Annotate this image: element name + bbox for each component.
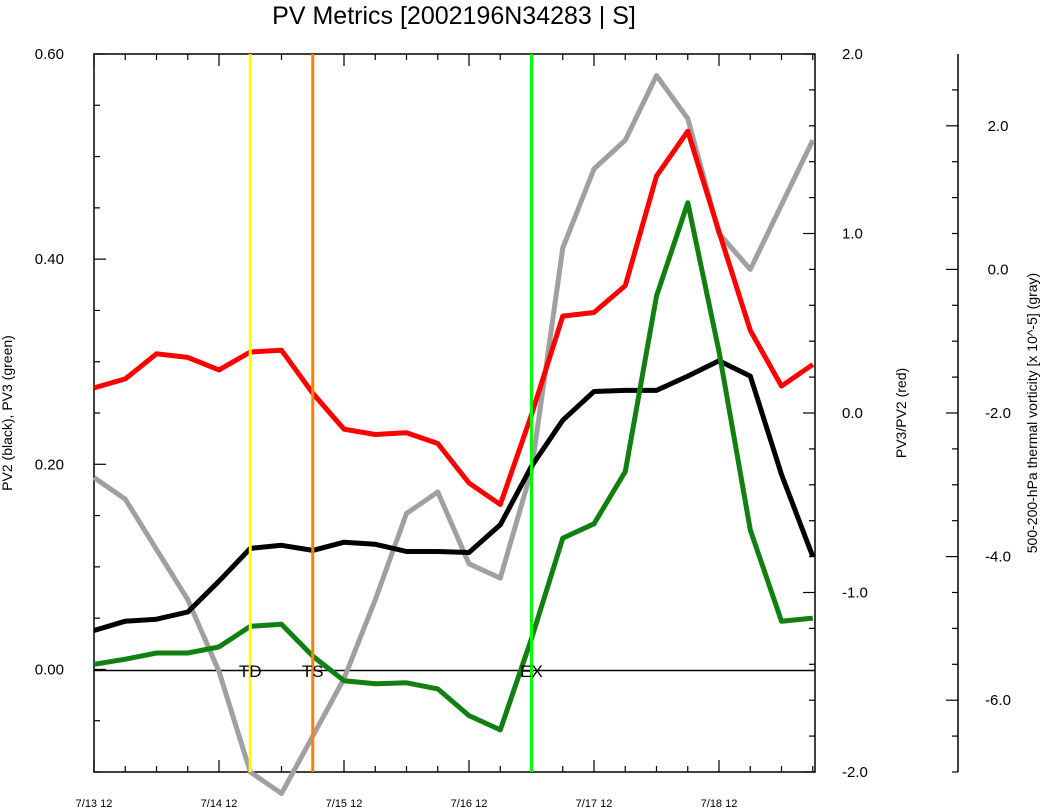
far-right-tick-label: -2.0 (985, 405, 1011, 422)
far-right-axis-ticks: -6.0 -4.0 -2.0 0.0 2.0 (946, 89, 1011, 773)
x-tick-label: 7/14 12 (201, 798, 238, 810)
x-tick-label: 7/15 12 (326, 798, 363, 810)
left-tick-label: 0.00 (35, 661, 64, 678)
right-axis-title: PV3/PV2 (red) (893, 368, 909, 458)
event-lines-layer: TD TS EX (239, 54, 543, 772)
x-tick-label: 7/13 12 (76, 798, 113, 810)
pv3-pv2-ratio-series-line (93, 128, 815, 507)
plot-frame (93, 53, 816, 773)
x-tick-label: 7/18 12 (701, 798, 738, 810)
far-right-tick-label: -6.0 (985, 692, 1011, 709)
far-right-tick-label: -4.0 (985, 549, 1011, 566)
left-tick-label: 0.40 (35, 251, 64, 268)
left-tick-label: 0.60 (35, 46, 64, 63)
thermal-vorticity-series-line (92, 73, 816, 796)
left-tick-label: 0.20 (35, 456, 64, 473)
x-axis-ticks: 7/13 12 7/14 12 7/15 12 7/16 12 7/17 12 7/18 … (76, 54, 814, 810)
far-right-tick-label: 0.0 (988, 261, 1009, 278)
right-tick-label: -2.0 (842, 764, 868, 781)
right-tick-label: 1.0 (842, 226, 863, 243)
series-layer (92, 73, 816, 796)
chart-title: PV Metrics [2002196N34283 | S] (272, 2, 636, 30)
x-tick-label: 7/17 12 (576, 798, 613, 810)
event-label-td: TD (239, 662, 262, 681)
right-tick-label: -1.0 (842, 585, 868, 602)
pv2-series-line (93, 358, 816, 633)
event-label-ts: TS (302, 662, 324, 681)
right-tick-label: 2.0 (842, 46, 863, 63)
left-axis-ticks: 0.00 0.20 0.40 0.60 (35, 46, 106, 773)
x-tick-label: 7/16 12 (451, 798, 488, 810)
pv3-series-line (93, 200, 814, 733)
right-tick-label: 0.0 (842, 405, 863, 422)
event-label-ex: EX (520, 662, 543, 681)
far-right-tick-label: 2.0 (988, 118, 1009, 135)
left-axis-title: PV2 (black), PV3 (green) (0, 335, 15, 491)
far-right-axis-title: 500-200-hPa thermal vorticity [x 10^-5] … (1024, 273, 1040, 553)
